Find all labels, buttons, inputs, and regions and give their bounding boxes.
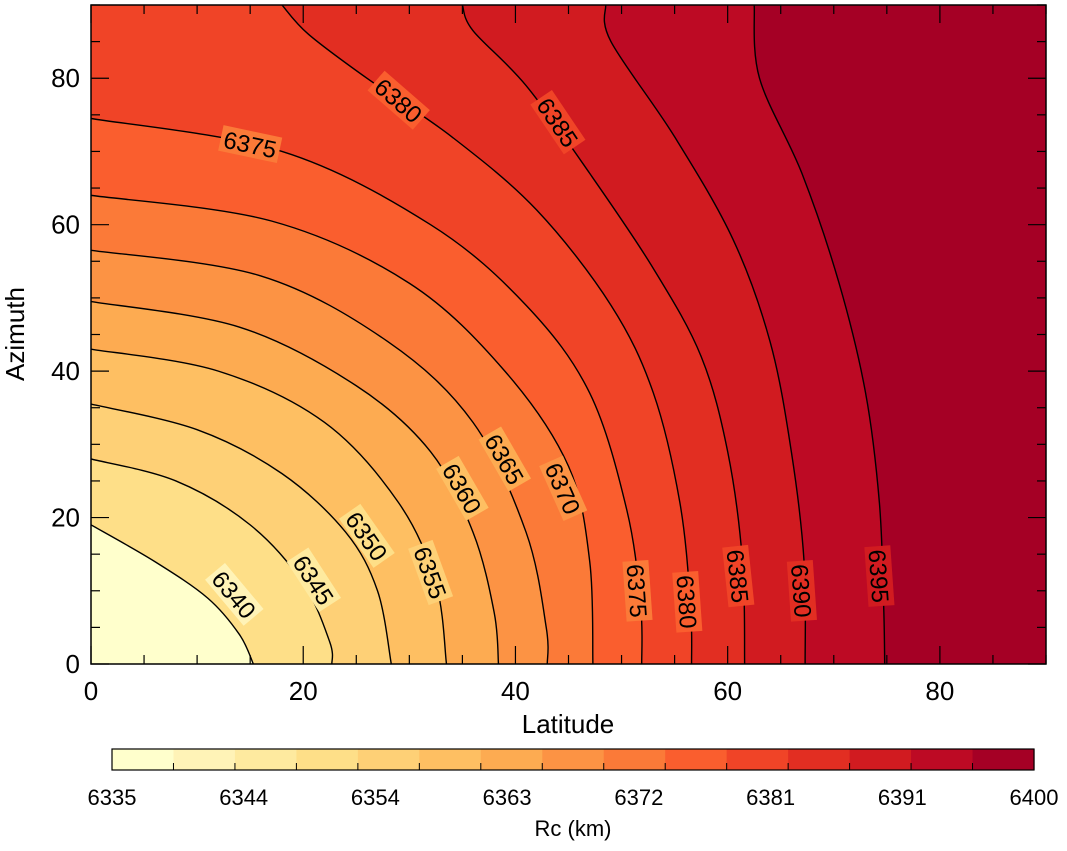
contour-line-6390: [603, 5, 807, 664]
colorbar-tick-label: 6344: [219, 785, 268, 810]
colorbar-segment: [357, 749, 420, 770]
contour-label-text: 6385: [721, 548, 753, 604]
colorbar-tick-label: 6363: [483, 785, 532, 810]
contour-label-text: 6380: [670, 574, 701, 629]
contour-label-text: 6390: [785, 563, 816, 618]
colorbar-tick-label: 6354: [351, 785, 400, 810]
colorbar-segment: [665, 749, 728, 770]
colorbar-tick-label: 6335: [88, 785, 137, 810]
contour-label-gap: [672, 570, 703, 633]
contour-label-6395: 6395: [863, 545, 895, 607]
contour-fills: [91, 5, 1046, 664]
colorbar-segment: [911, 749, 974, 770]
contour-line-6365: [91, 249, 549, 664]
colorbar-segment: [849, 749, 912, 770]
x-axis-label: Latitude: [522, 709, 615, 739]
contour-line-6360: [91, 300, 500, 664]
contour-label-gap: [436, 455, 489, 521]
contour-lines: [91, 5, 886, 664]
x-tick-label: 40: [501, 676, 530, 706]
colorbar-segment: [112, 749, 175, 770]
contour-label-gap: [864, 545, 895, 607]
contour-label-gap: [786, 559, 817, 622]
contour-label-6385: 6385: [721, 544, 755, 608]
colorbar-label: Rc (km): [535, 816, 612, 841]
y-tick-label: 80: [51, 63, 80, 93]
contour-line-6345: [91, 458, 334, 664]
colorbar-segment: [542, 749, 605, 770]
x-axis: 0 20 40 60 80: [84, 5, 1047, 706]
contour-label-gap: [478, 426, 532, 492]
fill-region-min: [91, 524, 254, 664]
colorbar-segment: [972, 749, 1035, 770]
contour-label-text: 6375: [621, 563, 652, 618]
contour-label-gap: [530, 90, 586, 155]
contour-line-6385: [461, 5, 746, 664]
contour-line-6350: [91, 403, 392, 664]
colorbar-tick-label: 6400: [1010, 785, 1059, 810]
contour-line-6340: [91, 524, 254, 664]
x-tick-label: 20: [289, 676, 318, 706]
y-tick-label: 20: [51, 503, 80, 533]
contour-label-gap: [218, 125, 283, 164]
colorbar-tick-label: 6372: [614, 785, 663, 810]
contour-label-6390: 6390: [785, 559, 817, 622]
y-tick-label: 40: [51, 356, 80, 386]
contour-label-gap: [367, 70, 430, 130]
contour-label-gap: [408, 539, 454, 606]
x-tick-label: 60: [713, 676, 742, 706]
contour-label-6375: 6375: [621, 559, 653, 622]
y-axis-label: Azimuth: [0, 287, 30, 381]
colorbar-tick-label: 6381: [746, 785, 795, 810]
x-tick-label: 0: [84, 676, 98, 706]
colorbar-segment: [173, 749, 236, 770]
colorbar-segment: [419, 749, 482, 770]
colorbar-segment: [726, 749, 789, 770]
colorbar-segment: [234, 749, 297, 770]
colorbar-segment: [603, 749, 666, 770]
y-tick-label: 0: [66, 649, 80, 679]
contour-label-gap: [339, 503, 395, 568]
colorbar-frame: [111, 748, 1035, 771]
y-axis: 0 20 40 60 80: [51, 4, 1046, 679]
colorbar-segment: [480, 749, 543, 770]
contour-label-gap: [622, 559, 653, 622]
contour-label-6380: 6380: [670, 570, 703, 633]
colorbar: 6335 6344 6354 6363 6372 6381 6391 6400: [88, 748, 1059, 810]
colorbar-segment: [296, 749, 359, 770]
x-tick-label: 80: [925, 676, 954, 706]
colorbar-segment: [788, 749, 851, 770]
y-tick-label: 60: [51, 210, 80, 240]
contour-line-6370: [91, 194, 594, 664]
contour-label-gap: [205, 563, 264, 626]
colorbar-tick-label: 6391: [878, 785, 927, 810]
contour-label-gap: [286, 547, 342, 613]
contour-label-gap: [722, 544, 755, 608]
contour-line-6380: [281, 5, 693, 664]
contour-label-gap: [539, 455, 588, 521]
contour-label-text: 6395: [863, 549, 894, 604]
